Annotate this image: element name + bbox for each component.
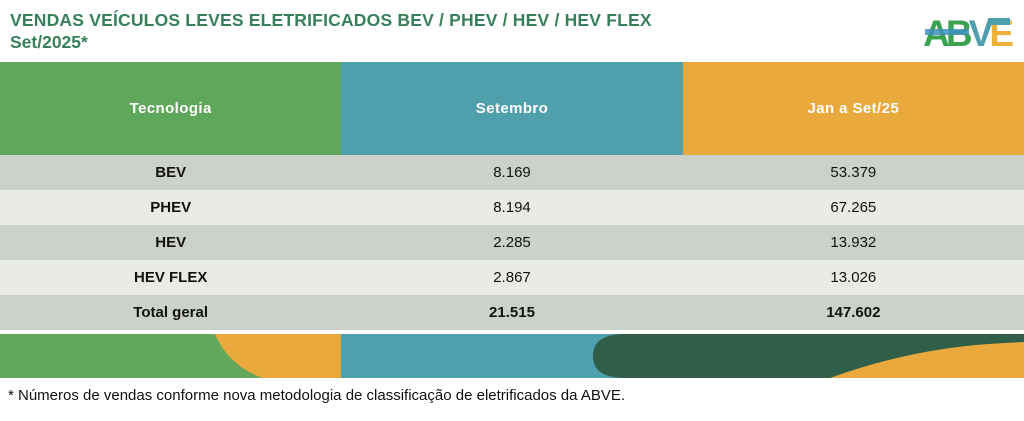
cell-setembro: 2.867	[493, 269, 531, 286]
footnote: * Números de vendas conforme nova metodo…	[8, 387, 626, 404]
cell-setembro: 2.285	[493, 234, 531, 251]
table-row-bev: BEV 8.169 53.379	[0, 155, 1024, 190]
cell-tech: BEV	[155, 164, 187, 181]
logo-accent-bar	[925, 29, 970, 35]
table-row-phev: PHEV 8.194 67.265	[0, 190, 1024, 225]
column-header-jan-a-set: Jan a Set/25	[682, 62, 1024, 155]
header: VENDAS VEÍCULOS LEVES ELETRIFICADOS BEV …	[0, 0, 1024, 62]
column-header-tecnologia: Tecnologia	[0, 62, 342, 155]
page-subtitle: Set/2025*	[10, 31, 88, 52]
cell-tech: Total geral	[133, 304, 209, 321]
sales-table: Tecnologia Setembro Jan a Set/25 BEV 8.1…	[0, 62, 1024, 330]
table-row-hev-flex: HEV FLEX 2.867 13.026	[0, 260, 1024, 295]
cell-setembro: 21.515	[489, 304, 535, 321]
cell-jan-a-set: 13.932	[830, 234, 877, 251]
cell-jan-a-set: 147.602	[826, 304, 881, 321]
column-header-setembro: Setembro	[341, 62, 683, 155]
cell-jan-a-set: 13.026	[830, 269, 877, 286]
cell-tech: HEV FLEX	[133, 269, 208, 286]
band-yellow-curve-right	[830, 342, 1024, 378]
cell-tech: PHEV	[150, 199, 192, 216]
divider	[0, 330, 1024, 334]
cell-jan-a-set: 67.265	[830, 199, 877, 216]
logo-letter-v: V	[968, 12, 994, 54]
band-yellow-curve-left	[215, 334, 341, 378]
table-row-hev: HEV 2.285 13.932	[0, 225, 1024, 260]
page-title: VENDAS VEÍCULOS LEVES ELETRIFICADOS BEV …	[10, 10, 652, 30]
cell-setembro: 8.194	[493, 199, 531, 216]
abve-logo: A B V E	[923, 12, 1014, 54]
decorative-band	[0, 334, 1024, 378]
title-block: VENDAS VEÍCULOS LEVES ELETRIFICADOS BEV …	[10, 10, 652, 54]
table-header-row: Tecnologia Setembro Jan a Set/25	[0, 62, 1024, 155]
table-row-total: Total geral 21.515 147.602	[0, 295, 1024, 330]
cell-jan-a-set: 53.379	[830, 164, 877, 181]
cell-tech: HEV	[155, 234, 187, 251]
logo-accent-ebar	[988, 18, 1010, 25]
cell-setembro: 8.169	[493, 164, 531, 181]
